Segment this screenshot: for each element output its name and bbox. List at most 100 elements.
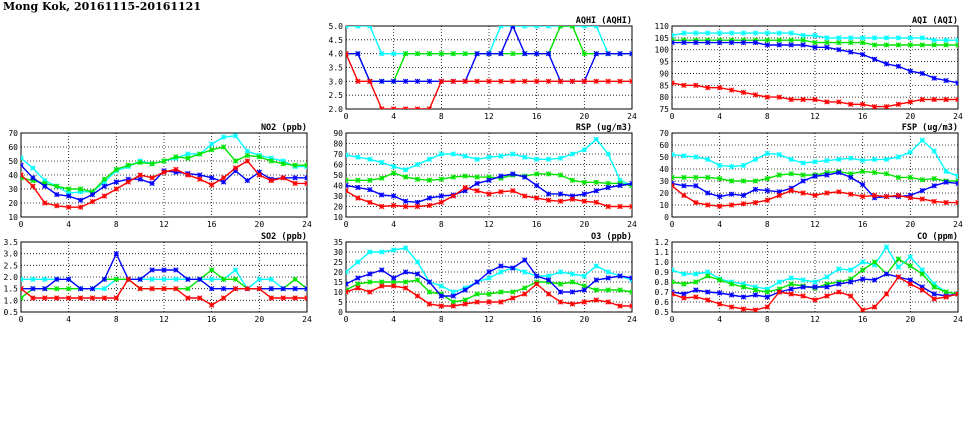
data-point: [740, 201, 747, 207]
data-point: [848, 293, 854, 299]
data-point: [280, 161, 286, 167]
data-point: [955, 96, 958, 103]
data-point: [161, 158, 167, 164]
x-tick-label: 0: [670, 315, 675, 324]
x-tick-label: 4: [717, 315, 722, 324]
data-point: [705, 190, 711, 196]
data-point: [220, 134, 227, 140]
data-point: [149, 267, 155, 273]
data-point: [895, 101, 902, 107]
data-point: [208, 147, 215, 153]
data-point: [848, 49, 854, 55]
data-point: [740, 284, 747, 290]
data-point: [173, 154, 179, 160]
series-cyan: [346, 136, 632, 189]
data-point: [581, 299, 588, 305]
data-point: [77, 189, 84, 195]
data-point: [304, 285, 307, 292]
data-point: [800, 277, 806, 283]
data-point: [716, 290, 723, 296]
data-point: [919, 42, 925, 48]
data-point: [859, 51, 866, 58]
data-point: [77, 197, 84, 203]
data-point: [672, 291, 675, 297]
data-point: [522, 269, 528, 275]
data-point: [593, 287, 599, 293]
data-point: [474, 188, 480, 194]
data-point: [907, 195, 914, 201]
data-point: [907, 192, 914, 199]
data-point: [256, 154, 263, 160]
data-point: [355, 195, 361, 201]
chart-co: 0.50.60.70.80.91.01.11.2 0 4 8 12 16 20 24 CO (p…: [655, 232, 963, 324]
data-point: [256, 285, 263, 292]
chart-title: FSP (ug/m3): [902, 123, 958, 133]
data-point: [54, 191, 60, 198]
y-tick-label: 0: [338, 308, 343, 317]
data-point: [705, 37, 711, 43]
data-point: [367, 249, 373, 255]
data-point: [161, 267, 167, 273]
y-tick-label: 0: [664, 213, 669, 222]
data-point: [379, 50, 385, 57]
data-point: [510, 78, 516, 85]
data-point: [367, 271, 373, 277]
data-point: [173, 285, 179, 292]
data-point: [705, 30, 711, 36]
data-point: [545, 273, 552, 279]
data-point: [30, 175, 36, 181]
data-point: [824, 44, 830, 51]
data-point: [752, 92, 759, 98]
y-tick-label: 2.0: [329, 105, 344, 114]
data-point: [498, 289, 504, 295]
x-tick-label: 16: [858, 112, 868, 121]
data-point: [788, 96, 794, 103]
data-point: [788, 37, 794, 43]
data-point: [402, 167, 409, 173]
data-point: [764, 286, 771, 292]
data-point: [89, 295, 96, 301]
data-point: [557, 155, 564, 161]
data-point: [280, 158, 286, 164]
y-tick-label: 110: [655, 22, 670, 31]
data-point: [346, 182, 349, 189]
data-point: [569, 193, 576, 199]
data-point: [764, 197, 771, 203]
x-tick-label: 16: [532, 220, 542, 229]
x-tick-label: 12: [810, 315, 820, 324]
data-point: [474, 156, 480, 162]
data-point: [740, 30, 747, 36]
data-point: [812, 39, 818, 46]
data-point: [292, 180, 298, 187]
data-point: [593, 199, 599, 205]
data-point: [367, 26, 373, 29]
data-point: [42, 180, 48, 187]
data-point: [943, 77, 949, 84]
y-tick-label: 35: [333, 238, 343, 247]
data-point: [871, 262, 878, 268]
y-tick-label: 60: [333, 161, 343, 170]
data-point: [42, 295, 48, 301]
data-point: [390, 247, 397, 253]
x-tick-label: 4: [391, 112, 396, 121]
data-point: [533, 182, 540, 189]
data-point: [450, 151, 456, 157]
data-point: [414, 176, 421, 182]
data-point: [21, 295, 24, 301]
data-point: [474, 78, 480, 85]
data-point: [836, 156, 842, 163]
data-point: [522, 78, 528, 85]
data-point: [859, 276, 866, 282]
data-point: [728, 87, 735, 93]
data-point: [113, 166, 120, 173]
data-point: [545, 171, 552, 177]
data-point: [185, 155, 191, 161]
data-point: [390, 275, 397, 281]
data-point: [955, 291, 958, 297]
data-point: [569, 151, 576, 157]
data-point: [21, 155, 24, 161]
data-point: [800, 284, 806, 290]
data-point: [355, 275, 361, 281]
data-point: [113, 250, 120, 257]
